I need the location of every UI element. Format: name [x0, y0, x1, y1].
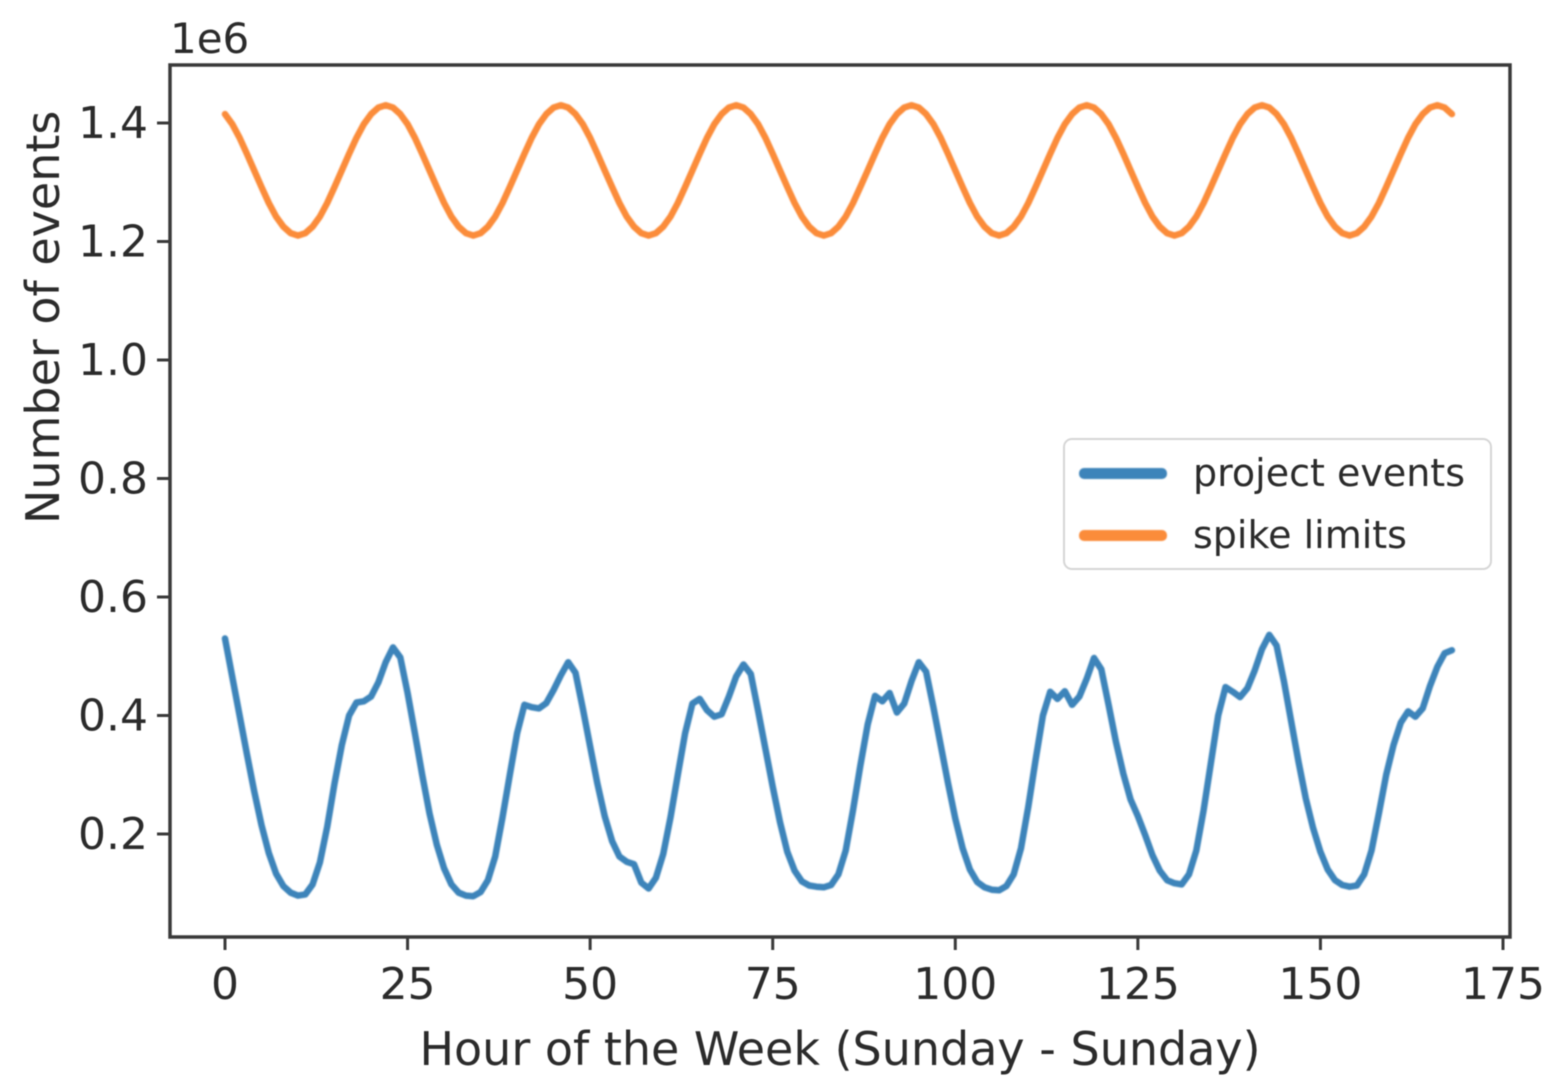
legend-line-project-events-icon	[1079, 467, 1167, 479]
x-tick-label: 150	[1278, 959, 1362, 1010]
y-tick-label: 0.2	[78, 809, 148, 860]
x-tick-label: 0	[211, 959, 239, 1010]
legend-item-spike-limits: spike limits	[1079, 513, 1476, 557]
y-tick-label: 0.4	[78, 691, 148, 742]
x-tick-label: 75	[745, 959, 801, 1010]
x-tick-label: 50	[562, 959, 618, 1010]
y-axis-title: Number of events	[16, 110, 70, 524]
y-axis-offset-text: 1e6	[170, 14, 250, 63]
x-tick-label: 125	[1096, 959, 1180, 1010]
series-line-spike-limits	[221, 101, 1456, 239]
y-tick-label: 0.8	[78, 454, 148, 505]
x-tick-label: 175	[1461, 959, 1545, 1010]
y-tick-label: 1.0	[78, 335, 148, 386]
axes-spines	[168, 63, 1512, 939]
legend-label-spike-limits: spike limits	[1193, 513, 1407, 557]
x-tick-label: 25	[380, 959, 436, 1010]
x-axis-title: Hour of the Week (Sunday - Sunday)	[419, 1022, 1261, 1076]
legend-label-project-events: project events	[1193, 451, 1465, 495]
x-tick-label: 100	[913, 959, 997, 1010]
y-tick-label: 1.4	[78, 98, 148, 149]
legend-line-spike-limits-icon	[1079, 529, 1167, 541]
series-line-project-events	[221, 631, 1456, 900]
legend-item-project-events: project events	[1079, 451, 1476, 495]
legend: project events spike limits	[1063, 438, 1492, 570]
y-tick-label: 0.6	[78, 572, 148, 623]
y-tick-label: 1.2	[78, 217, 148, 268]
